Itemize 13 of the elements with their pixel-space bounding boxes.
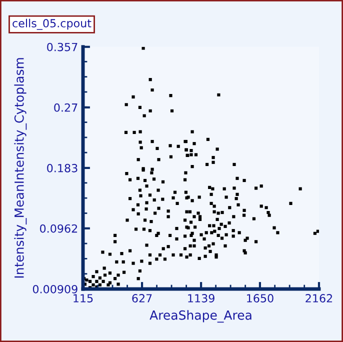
y-axis-title: Intensity_MeanIntensity_Cytoplasm [14,58,27,278]
x-axis-title: AreaShape_Area [150,310,252,323]
x-tick-label: 627 [132,294,152,302]
y-tick-label: 0.357 [47,42,78,52]
x-tick-label: 1139 [188,294,214,302]
y-tick-label: 0.0962 [40,224,78,233]
x-tick-label: 2162 [306,294,332,302]
y-tick-label: 0.27 [54,103,78,112]
y-tick-label: 0.00909 [32,284,78,294]
y-tick-label: 0.183 [47,164,78,172]
chart-title: cells_05.cpout [12,18,92,30]
x-tick-label: 115 [74,294,93,302]
x-tick-label: 1650 [247,294,274,302]
